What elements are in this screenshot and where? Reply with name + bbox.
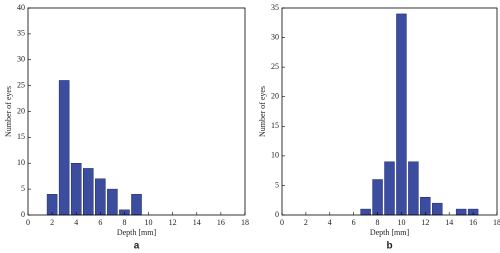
y-tick-label: 10 [271,151,279,160]
x-axis-label: Depth [mm] [117,228,157,237]
x-tick-label: 2 [304,218,308,227]
y-tick-label: 0 [21,210,25,219]
x-tick-label: 12 [169,218,177,227]
plot-frame [281,7,498,216]
y-tick-label: 30 [271,32,279,41]
bar [360,208,371,216]
x-tick-label: 0 [280,218,284,227]
bar [95,178,106,216]
bar [408,161,419,216]
bar [372,179,383,216]
y-tick-label: 40 [17,3,25,12]
bar [70,163,82,216]
x-tick-label: 10 [145,218,153,227]
y-tick-label: 35 [17,29,25,38]
y-tick-label: 20 [17,106,25,115]
x-tick-label: 4 [74,218,78,227]
y-tick-label: 35 [271,3,279,12]
y-tick-label: 30 [17,55,25,64]
y-axis-label: Number of eyes [4,86,13,137]
panel-caption: b [386,241,392,252]
bar [396,13,407,216]
x-tick-label: 6 [98,218,102,227]
x-tick-label: 14 [193,218,201,227]
x-axis-label: Depth [mm] [370,228,410,237]
y-tick-label: 15 [17,132,25,141]
y-tick-label: 20 [271,92,279,101]
y-tick-label: 25 [271,62,279,71]
panel-caption: a [134,241,140,252]
bar [455,208,467,216]
x-tick-label: 4 [328,218,332,227]
bar [83,168,94,216]
y-tick-label: 15 [271,121,279,130]
bar [432,202,443,216]
bar [58,80,70,216]
bar [384,161,395,216]
x-tick-label: 10 [397,218,405,227]
y-tick-label: 0 [275,210,279,219]
x-tick-label: 8 [376,218,380,227]
x-tick-label: 18 [493,218,500,227]
x-tick-label: 18 [241,218,249,227]
y-tick-label: 5 [275,180,279,189]
x-tick-label: 8 [122,218,126,227]
y-tick-label: 25 [17,80,25,89]
bar [46,194,58,216]
x-tick-label: 14 [445,218,453,227]
y-axis-label: Number of eyes [258,86,267,137]
x-tick-label: 12 [421,218,429,227]
bar [107,188,118,216]
x-tick-label: 16 [217,218,225,227]
x-tick-label: 2 [50,218,54,227]
y-tick-label: 10 [17,158,25,167]
y-tick-label: 5 [21,184,25,193]
bar [131,194,142,216]
x-tick-label: 0 [26,218,30,227]
x-tick-label: 6 [352,218,356,227]
x-tick-label: 16 [469,218,477,227]
